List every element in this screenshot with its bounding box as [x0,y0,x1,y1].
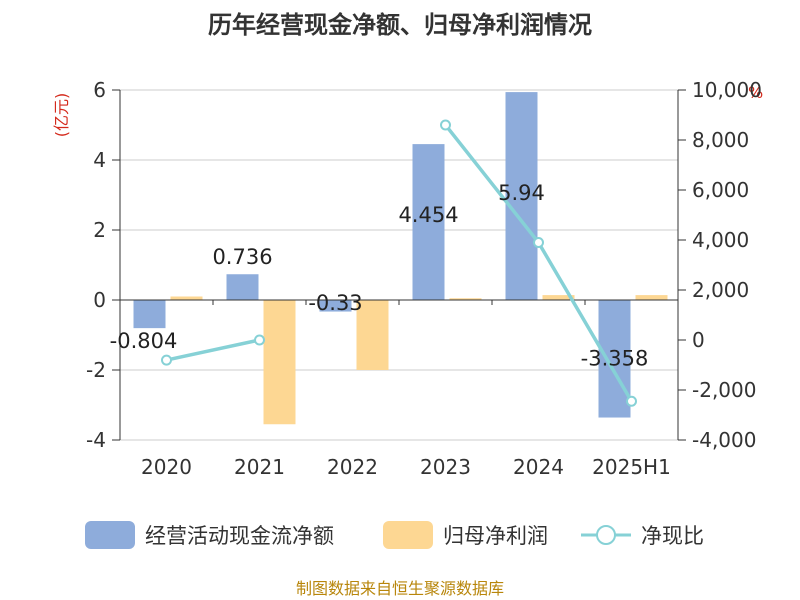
left-tick-label: 2 [93,218,106,242]
legend: 经营活动现金流净额 归母净利润 净现比 [85,521,704,549]
right-axis-unit: % [748,83,763,102]
cashflow-data-label: 0.736 [212,245,272,269]
net-profit-bar [263,300,296,425]
left-tick-label: -4 [86,428,106,452]
right-tick-label: -2,000 [692,378,756,402]
legend-swatch-net-profit [383,521,433,549]
cashflow-bar [133,300,166,329]
right-tick-label: 4,000 [692,228,749,252]
right-tick-label: -4,000 [692,428,756,452]
right-tick-label: 8,000 [692,128,749,152]
left-axis-unit: (亿元) [52,93,71,138]
x-tick-label: 2021 [234,455,285,479]
cashflow-data-label: 4.454 [398,203,458,227]
net-cash-ratio-point [440,119,451,131]
cashflow-data-label: -0.33 [308,291,362,315]
x-tick-label: 2024 [513,455,564,479]
cashflow-data-label: -0.804 [110,329,178,353]
grid-lines [120,89,678,441]
data-labels-group: -0.804 0.736 -0.33 4.454 5.94 -3.358 [110,181,649,370]
cashflow-bar [598,300,631,418]
x-tick-label: 2020 [141,455,192,479]
cashflow-bar [505,92,538,300]
cashflow-bar [226,274,259,300]
right-tick-label: 0 [692,328,705,352]
cashflow-bar [412,144,445,300]
x-tick-label: 2025H1 [592,455,671,479]
net-profit-bar [449,298,482,300]
net-cash-ratio-point [254,334,265,346]
net-cash-ratio-point [533,237,544,248]
right-tick-label: 10,000 [692,78,762,102]
net-profit-bar [170,296,203,300]
legend-label-net-cash-ratio: 净现比 [641,524,704,548]
x-tick-label: 2022 [327,455,378,479]
legend-swatch-cashflow [85,521,135,549]
right-tick-label: 6,000 [692,178,749,202]
cashflow-data-label: -3.358 [581,347,649,371]
source-note: 制图数据来自恒生聚源数据库 [296,579,504,598]
left-tick-label: 4 [93,148,106,172]
net-cash-ratio-line [166,338,260,362]
net-cash-ratio-point [626,395,637,407]
net-profit-bar [635,295,668,300]
cashflow-data-label: 5.94 [498,181,545,205]
right-tick-label: 2,000 [692,278,749,302]
x-tick-label: 2023 [420,455,471,479]
net-profit-bar [542,295,575,300]
legend-label-cashflow: 经营活动现金流净额 [145,524,334,548]
bars-group [133,92,668,425]
legend-label-net-profit: 归母净利润 [443,524,548,548]
left-tick-label: 6 [93,78,106,102]
cashflow-bar [319,300,352,312]
legend-marker-net-cash-ratio [596,525,616,545]
net-cash-ratio-point [161,354,172,366]
left-tick-label: -2 [86,358,106,382]
line-series-group [161,119,637,407]
chart-title: 历年经营现金净额、归母净利润情况 [208,11,592,39]
left-tick-label: 0 [93,288,106,312]
net-profit-bar [356,300,389,370]
axes-group: -4 -2 0 2 4 6 -4,000 -2,000 0 2,000 4,000 6,000 8,00… [86,78,762,479]
